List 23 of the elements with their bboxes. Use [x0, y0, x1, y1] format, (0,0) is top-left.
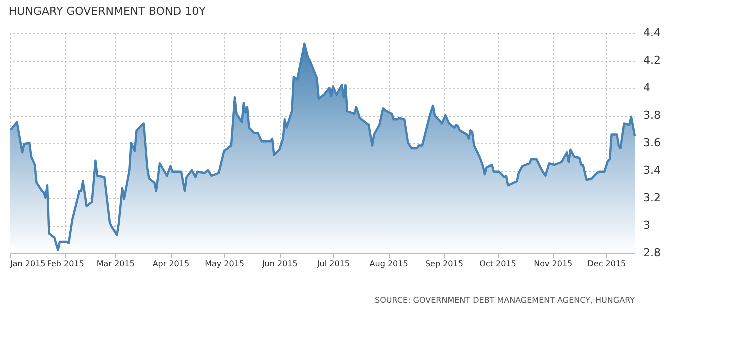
- x-tick-label: Jul 2015: [316, 260, 350, 268]
- y-tick-label: 3.4: [644, 164, 661, 177]
- x-tick-label: Feb 2015: [47, 260, 84, 268]
- x-tick-label: Aug 2015: [370, 260, 408, 268]
- x-tick-label: Apr 2015: [152, 260, 190, 268]
- y-tick-label: 3.8: [644, 109, 661, 122]
- y-tick-label: 3.6: [644, 136, 661, 150]
- source-note: SOURCE: GOVERNMENT DEBT MANAGEMENT AGENCY, HUNGARY: [375, 296, 636, 305]
- y-tick-label: 3.2: [644, 192, 661, 204]
- x-tick-label: Jan 2015: [10, 260, 46, 268]
- x-tick-label: Jun 2015: [261, 260, 298, 268]
- x-tick-label: Nov 2015: [534, 260, 573, 268]
- y-tick-label: 2.8: [644, 246, 661, 260]
- chart-title: HUNGARY GOVERNMENT BOND 10Y: [8, 5, 206, 18]
- y-tick-label: 3: [644, 219, 650, 232]
- x-tick-label: Mar 2015: [96, 260, 135, 268]
- y-tick-label: 4.2: [644, 54, 661, 67]
- y-tick-label: 4: [644, 82, 650, 94]
- x-tick-label: May 2015: [205, 260, 245, 268]
- y-tick-label: 4.4: [644, 26, 661, 40]
- x-tick-label: Dec 2015: [588, 260, 626, 268]
- x-tick-label: Oct 2015: [480, 260, 516, 268]
- x-tick-label: Sep 2015: [425, 260, 464, 268]
